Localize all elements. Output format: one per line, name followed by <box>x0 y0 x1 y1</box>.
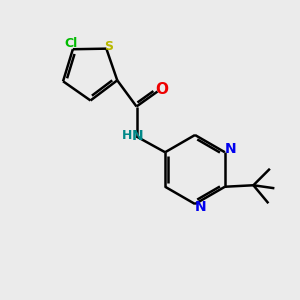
Text: H: H <box>122 129 133 142</box>
Text: N: N <box>195 200 207 214</box>
Text: O: O <box>155 82 168 98</box>
Text: Cl: Cl <box>65 37 78 50</box>
Text: N: N <box>225 142 237 156</box>
Text: N: N <box>131 129 143 142</box>
Text: S: S <box>104 40 113 53</box>
